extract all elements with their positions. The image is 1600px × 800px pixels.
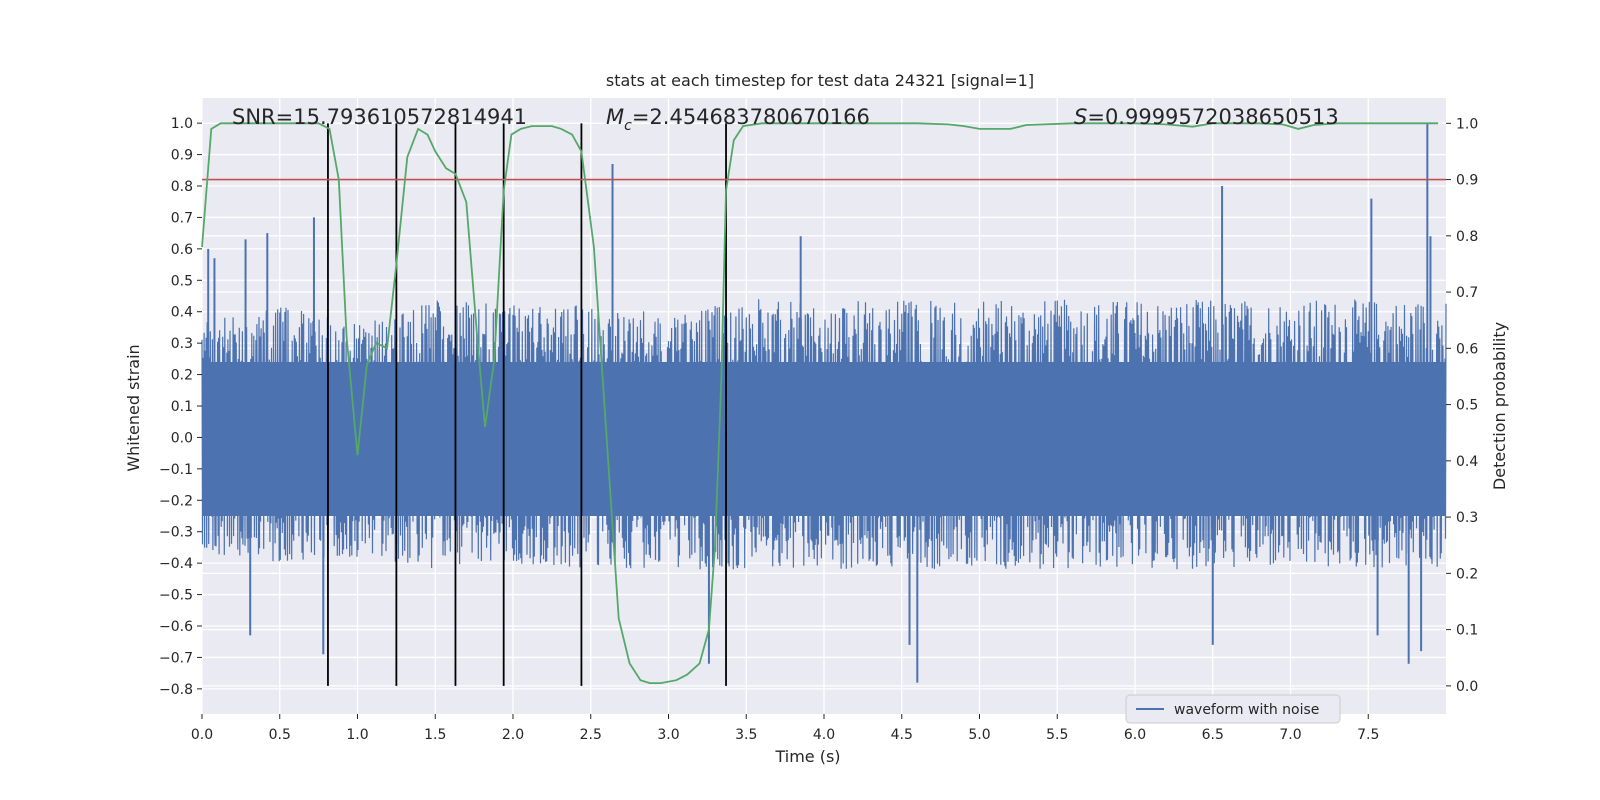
x-tick-label: 2.5 — [580, 727, 602, 743]
x-tick-label: 6.5 — [1202, 727, 1224, 743]
x-tick-label: 0.0 — [191, 727, 213, 743]
probability-series — [201, 122, 1439, 684]
x-tick-label: 4.0 — [813, 727, 835, 743]
y2-axis-label: Detection probability — [1490, 322, 1509, 490]
score-value: =0.9999572038650513 — [1087, 105, 1338, 129]
x-tick-label: 1.5 — [424, 727, 446, 743]
y-tick-label: 0.7 — [171, 210, 193, 226]
x-tick-label: 7.5 — [1357, 727, 1379, 743]
probability-line — [201, 122, 1439, 684]
y-tick-label: −0.1 — [159, 462, 193, 478]
legend-label-waveform: waveform with noise — [1174, 702, 1319, 718]
y-tick-label: −0.6 — [159, 619, 193, 635]
y-tick-label: 0.0 — [171, 430, 193, 446]
x-tick-label: 0.5 — [269, 727, 291, 743]
x-tick-label: 3.5 — [735, 727, 757, 743]
y-tick-label: −0.2 — [159, 493, 193, 509]
y-tick-label: 0.2 — [171, 368, 193, 384]
chirp-mass-subscript: c — [624, 118, 632, 134]
axis-ticks: 0.0 0.5 1.0 1.5 2.0 2.5 3.0 3.5 4.0 4.5 5.0 5.5 6.0 6… — [159, 116, 1478, 743]
x-tick-label: 6.0 — [1124, 727, 1146, 743]
x-axis-label: Time (s) — [774, 747, 840, 766]
y-tick-label: −0.3 — [159, 525, 193, 541]
y-tick-label: −0.5 — [159, 588, 193, 604]
y-tick-label: 1.0 — [171, 116, 193, 132]
y2-tick-label: 1.0 — [1456, 116, 1478, 132]
waveform-series — [201, 123, 1447, 683]
x-tick-label: 5.0 — [968, 727, 990, 743]
x-tick-label: 2.0 — [502, 727, 524, 743]
x-tick-label: 3.0 — [657, 727, 679, 743]
x-tick-label: 1.0 — [346, 727, 368, 743]
legend: waveform with noise — [1125, 694, 1341, 724]
y-tick-label: 0.9 — [171, 148, 193, 164]
x-tick-label: 4.5 — [891, 727, 913, 743]
y2-tick-label: 0.1 — [1456, 623, 1478, 639]
y-axis-label: Whitened strain — [124, 344, 143, 471]
waveform-body — [202, 362, 1446, 516]
y-tick-label: −0.7 — [159, 650, 193, 666]
chirp-mass-annotation: Mc=2.454683780670166 — [606, 105, 870, 134]
x-tick-label: 5.5 — [1046, 727, 1068, 743]
y2-tick-label: 0.4 — [1456, 454, 1478, 470]
chart-title: stats at each timestep for test data 243… — [606, 71, 1034, 90]
y2-tick-label: 0.3 — [1456, 510, 1478, 526]
score-annotation: S=0.9999572038650513 — [1074, 105, 1339, 129]
legend-box — [1125, 694, 1341, 724]
y-tick-label: 0.5 — [171, 273, 193, 289]
score-symbol: S — [1074, 105, 1087, 129]
chirp-mass-symbol: M — [606, 105, 624, 129]
y-tick-label: 0.4 — [171, 305, 193, 321]
y-tick-label: 0.6 — [171, 242, 193, 258]
chirp-mass-value: =2.454683780670166 — [632, 105, 870, 129]
snr-annotation: SNR=15.793610572814941 — [232, 105, 527, 129]
y2-tick-label: 0.9 — [1456, 173, 1478, 189]
y-tick-label: −0.8 — [159, 682, 193, 698]
y2-tick-label: 0.0 — [1456, 679, 1478, 695]
x-tick-label: 7.0 — [1279, 727, 1301, 743]
y-tick-label: 0.3 — [171, 336, 193, 352]
y-tick-label: 0.8 — [171, 179, 193, 195]
y2-tick-label: 0.5 — [1456, 398, 1478, 414]
y2-tick-label: 0.7 — [1456, 285, 1478, 301]
y2-tick-label: 0.2 — [1456, 566, 1478, 582]
y2-tick-label: 0.8 — [1456, 229, 1478, 245]
y-tick-label: −0.4 — [159, 556, 193, 572]
y-tick-label: 0.1 — [171, 399, 193, 415]
y2-tick-label: 0.6 — [1456, 341, 1478, 357]
